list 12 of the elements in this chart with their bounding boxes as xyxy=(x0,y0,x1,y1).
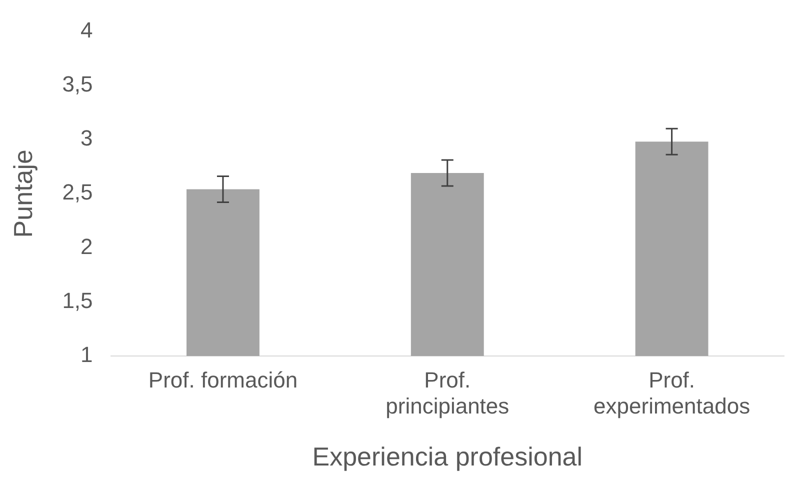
x-axis-title: Experiencia profesional xyxy=(312,442,583,472)
y-tick-label: 2,5 xyxy=(62,180,93,205)
y-tick-label: 2 xyxy=(80,234,93,259)
x-tick-label: Prof. experimentados xyxy=(594,367,750,419)
y-tick-label: 1,5 xyxy=(62,288,93,313)
y-tick-label: 4 xyxy=(80,17,93,42)
x-tick-label: Prof. principiantes xyxy=(386,367,510,419)
y-tick-label: 1 xyxy=(80,342,93,368)
x-tick-label: Prof. formación xyxy=(148,367,298,392)
y-tick-label: 3,5 xyxy=(62,71,93,96)
y-tick-label: 3 xyxy=(80,126,93,151)
y-axis-title: Puntaje xyxy=(8,150,38,238)
